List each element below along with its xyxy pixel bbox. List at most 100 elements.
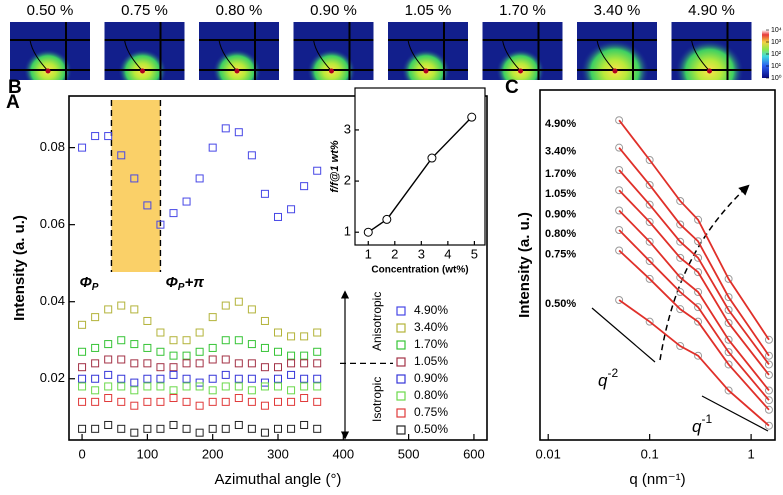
x-tick-label: 2 (391, 246, 398, 261)
legend-marker (396, 323, 406, 333)
data-point (208, 397, 217, 406)
beam-stop (596, 39, 616, 72)
legend-label: 0.75% (414, 405, 448, 419)
data-point (676, 237, 685, 246)
series-label: 4.90% (545, 118, 576, 130)
data-point (645, 274, 654, 283)
data-point (724, 335, 733, 344)
data-point (130, 340, 139, 349)
data-point (143, 382, 152, 391)
legend-marker (396, 340, 406, 350)
data-point (300, 382, 309, 391)
data-point (694, 317, 703, 326)
data-point (91, 397, 100, 406)
y-tick-label: 0.08 (40, 139, 65, 154)
data-point (117, 374, 126, 383)
data-point (130, 401, 139, 410)
data-point (104, 394, 113, 403)
data-point (694, 288, 703, 297)
data-point (104, 305, 113, 314)
data-point (615, 116, 624, 125)
data-point (117, 336, 126, 345)
image-glow (24, 49, 72, 80)
phase-subscript: P (178, 282, 185, 293)
data-point (130, 428, 139, 437)
data-point (195, 382, 204, 391)
y-tick-label: 1 (344, 224, 351, 239)
x-tick-label: 200 (202, 446, 224, 461)
image-glow (213, 49, 261, 80)
data-point (221, 355, 230, 364)
data-point (156, 328, 165, 337)
scattering-image (10, 22, 90, 80)
data-point (694, 253, 703, 262)
legend-marker (396, 306, 406, 316)
data-point (221, 301, 230, 310)
slope-guide (591, 307, 656, 363)
data-point (130, 174, 139, 183)
data-point (195, 359, 204, 368)
data-point (78, 397, 87, 406)
x-axis-label: q (nm⁻¹) (629, 471, 685, 488)
data-point (208, 374, 217, 383)
data-point (91, 374, 100, 383)
data-point (182, 382, 191, 391)
image-label: 0.90 % (310, 2, 357, 19)
series-label: 0.90% (545, 208, 576, 220)
data-point (300, 374, 309, 383)
trend-arrow (659, 184, 750, 361)
phase-label: ΦP+π (165, 274, 204, 293)
data-point (427, 153, 437, 163)
beam-center (234, 68, 240, 74)
data-point (274, 347, 282, 356)
data-point (156, 382, 165, 391)
data-point (645, 218, 654, 227)
colorbar-tick-label: 10⁰ (771, 74, 782, 82)
data-point (169, 394, 178, 403)
data-point (300, 182, 309, 191)
data-point (645, 180, 654, 189)
phase-shift: +π (184, 274, 204, 291)
data-point (313, 382, 322, 391)
x-tick-label: 1 (365, 246, 372, 261)
data-point (156, 363, 165, 372)
data-point (274, 363, 282, 372)
data-point (363, 227, 373, 237)
data-point (143, 397, 152, 406)
series-label: 0.75% (545, 248, 576, 260)
data-point (615, 246, 624, 255)
data-point (91, 359, 100, 368)
data-point (143, 424, 152, 433)
data-point (724, 348, 733, 357)
fit-line (618, 147, 770, 357)
region-label: Anisotropic (370, 292, 384, 351)
data-point (260, 316, 269, 325)
data-point (117, 382, 126, 391)
panel-label: C (505, 77, 519, 98)
series-label: 1.05% (545, 188, 576, 200)
plot-frame (354, 87, 486, 246)
data-point (208, 386, 217, 395)
series-label: 0.80% (545, 228, 576, 240)
beam-stop (407, 39, 427, 72)
data-point (764, 405, 773, 414)
data-point (143, 201, 152, 210)
beam-center (329, 68, 334, 74)
data-point (221, 397, 230, 406)
fit-line (618, 299, 770, 427)
data-point (169, 420, 178, 429)
beam-center (140, 68, 145, 74)
phase-subscript: P (92, 282, 99, 293)
data-point (182, 374, 191, 383)
data-point (615, 165, 624, 174)
data-point (208, 143, 217, 152)
data-point (313, 424, 322, 433)
data-point (247, 374, 256, 383)
x-axis-label: Concentration (wt%) (371, 265, 468, 276)
phase-label: ΦP (79, 274, 98, 293)
x-axis-label: Azimuthal angle (°) (215, 471, 342, 488)
x-tick-label: 0.01 (536, 446, 561, 461)
beam-center (707, 68, 712, 74)
data-point (615, 206, 624, 215)
fit-line (618, 229, 770, 401)
